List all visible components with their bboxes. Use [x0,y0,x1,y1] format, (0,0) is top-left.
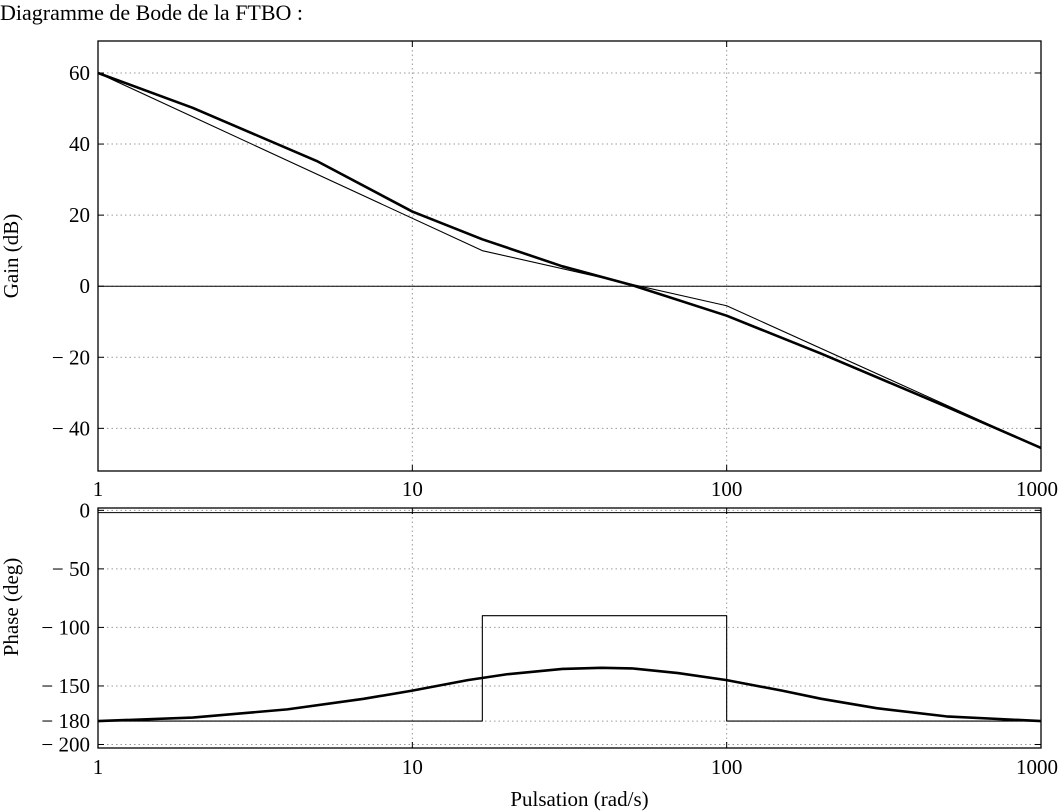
gain-series-real-curve [97,71,1042,450]
phase-x-tick-label: 1000 [1016,755,1058,779]
gain-x-tick-label: 10 [402,477,423,501]
phase-y-tick-label: 0 [80,498,91,522]
phase-x-tick-label: 10 [402,755,423,779]
gain-y-tick-label: − 40 [52,416,90,440]
phase-y-tick-label: − 200 [41,732,90,756]
phase-x-tick-label: 100 [711,755,743,779]
gain-y-axis-label: Gain (dB) [0,214,23,299]
phase-y-tick-label: − 150 [41,674,90,698]
gain-y-tick-label: 20 [69,203,90,227]
gain-y-tick-label: 60 [69,61,90,85]
gain-y-tick-label: − 20 [52,345,90,369]
page-title: Diagramme de Bode de la FTBO : [0,0,304,25]
gain-x-tick-label: 1000 [1016,477,1058,501]
phase-panel: 1 10 100 1000 0 − 50 − 100 − 150 − 180− 200 Phase… [0,498,1058,811]
phase-series-real-curve [97,666,1042,723]
phase-y-tick-label: − 50 [52,557,90,581]
phase-series-asymptotic-curve [98,615,1041,722]
gain-series-asymptotic-curve [97,72,1042,449]
gain-y-tick-label: 40 [69,132,90,156]
phase-x-tick-label: 1 [93,755,104,779]
phase-x-axis-label: Pulsation (rad/s) [510,787,648,811]
phase-y-tick-label: − 180 [41,709,90,733]
phase-plot-frame [97,507,1042,749]
gain-y-tick-label: 0 [80,274,91,298]
phase-y-tick-label: − 100 [41,615,90,639]
gain-x-tick-label: 1 [93,477,104,501]
gain-plot-frame [97,40,1042,472]
phase-y-axis-label: Phase (deg) [0,558,23,657]
gain-panel: 1 10 100 1000 60 40 20 0 − 20 − 40 Gain (dB) [0,40,1058,501]
gain-x-tick-label: 100 [711,477,743,501]
